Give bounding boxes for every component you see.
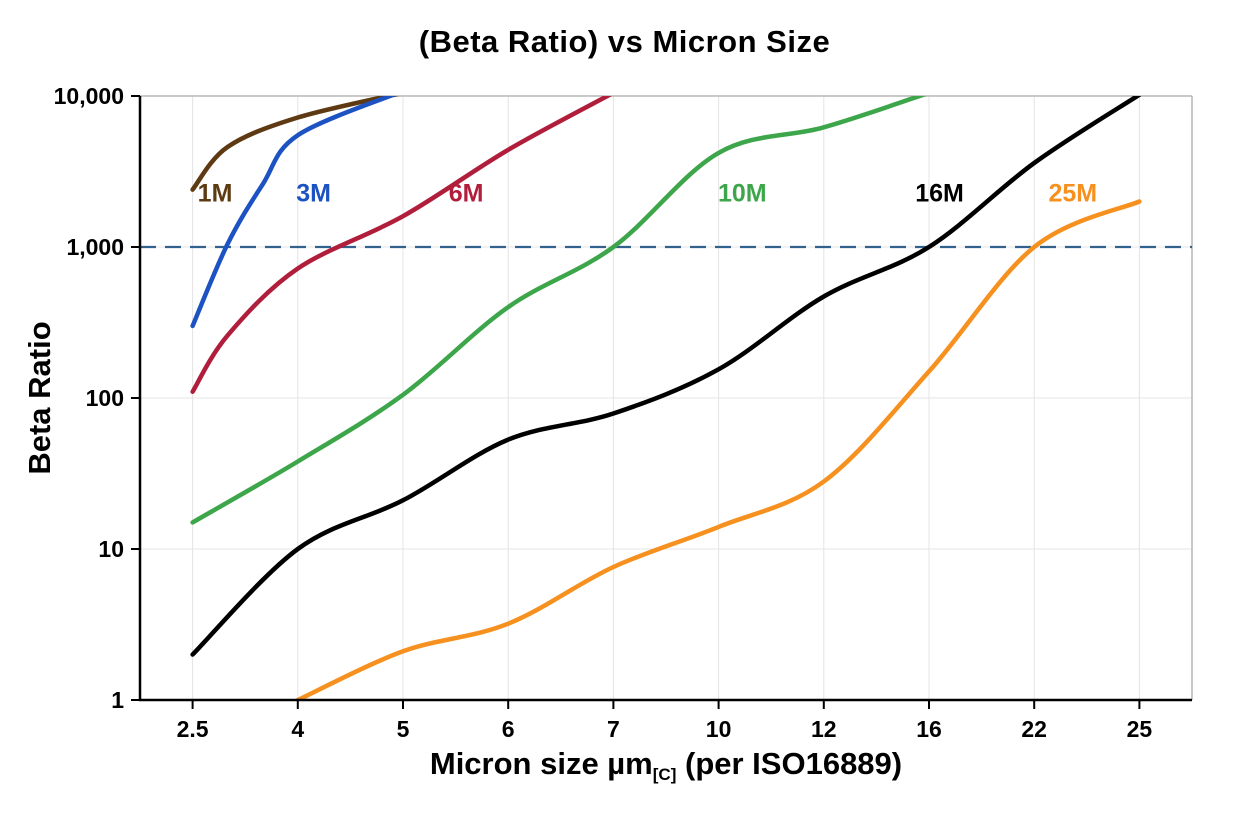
- x-tick-label: 5: [397, 716, 410, 742]
- x-tick-label: 12: [811, 716, 837, 742]
- y-tick-label: 10,000: [54, 83, 124, 109]
- series-curve-25M: [295, 199, 1142, 700]
- x-axis-title-main: Micron size µm: [429, 746, 653, 781]
- x-tick-label: 10: [706, 716, 732, 742]
- series-curve-1M: [190, 96, 400, 192]
- series-curve-10M: [190, 96, 927, 525]
- series-label-6M: 6M: [449, 179, 484, 207]
- y-tick-label: 100: [86, 385, 124, 411]
- series-label-25M: 25M: [1048, 179, 1097, 207]
- y-tick-label: 1: [111, 687, 124, 713]
- series-curve-16M: [190, 96, 1142, 657]
- x-tick-label: 2.5: [177, 716, 209, 742]
- y-tick-label: 10: [98, 536, 124, 562]
- x-axis-title: Micron size µm[C] (per ISO16889): [140, 746, 1192, 784]
- x-tick-label: 4: [291, 716, 304, 742]
- x-tick-label: 22: [1021, 716, 1047, 742]
- x-tick-label: 6: [502, 716, 515, 742]
- series-label-3M: 3M: [296, 179, 331, 207]
- series-label-1M: 1M: [198, 179, 233, 207]
- series-curve-3M: [190, 96, 397, 329]
- x-axis-title-subscript: [C]: [652, 764, 677, 784]
- series-label-16M: 16M: [915, 179, 964, 207]
- x-axis-title-rest: (per ISO16889): [676, 746, 903, 781]
- series-label-10M: 10M: [718, 179, 767, 207]
- x-tick-label: 25: [1127, 716, 1153, 742]
- chart-title: (Beta Ratio) vs Micron Size: [418, 24, 831, 59]
- x-tick-label: 7: [607, 716, 620, 742]
- y-tick-label: 1,000: [66, 234, 124, 260]
- series-curve-6M: [190, 96, 613, 394]
- series-group: [190, 96, 1142, 700]
- x-tick-label: 16: [916, 716, 942, 742]
